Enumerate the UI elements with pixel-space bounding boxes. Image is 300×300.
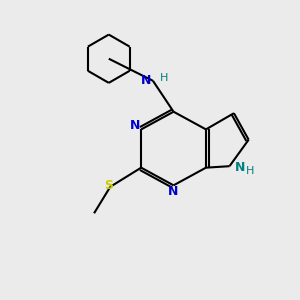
Text: N: N xyxy=(141,74,152,87)
Text: H: H xyxy=(159,74,168,83)
Text: S: S xyxy=(104,179,113,192)
Text: N: N xyxy=(168,185,179,198)
Text: H: H xyxy=(246,167,254,176)
Text: N: N xyxy=(130,119,140,132)
Text: N: N xyxy=(235,161,245,174)
